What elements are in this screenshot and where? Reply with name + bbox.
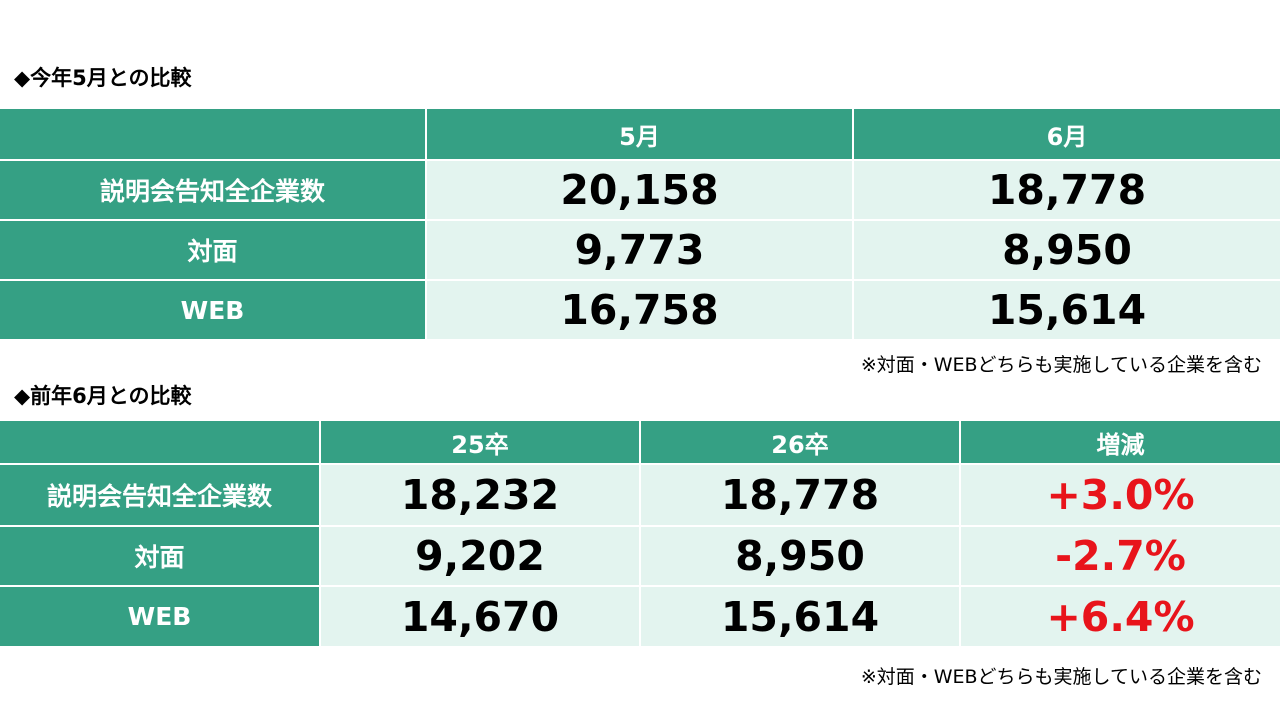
header-25-grad: 25卒 [320,421,641,465]
row-label: 対面 [0,526,321,587]
cell-value: 8,950 [853,220,1280,281]
yoy-comparison-table: 25卒 26卒 増減 説明会告知全企業数 18,232 18,778 +3.0%… [0,421,1280,646]
section2-title: ◆前年6月との比較 [14,384,192,408]
header-corner [0,421,321,465]
table-row: 対面 9,202 8,950 -2.7% [0,526,1280,587]
cell-value: 15,614 [640,586,961,646]
table-header-row: 5月 6月 [0,109,1280,161]
table-row: WEB 14,670 15,614 +6.4% [0,586,1280,646]
change-value: +6.4% [960,586,1280,646]
section1-footnote: ※対面・WEBどちらも実施している企業を含む [860,354,1262,376]
table-header-row: 25卒 26卒 増減 [0,421,1280,465]
cell-value: 18,778 [853,160,1280,221]
row-label: WEB [0,280,427,339]
may-comparison-table: 5月 6月 説明会告知全企業数 20,158 18,778 対面 9,773 8… [0,109,1280,339]
change-value: -2.7% [960,526,1280,587]
cell-value: 16,758 [426,280,854,339]
cell-value: 18,232 [320,464,641,527]
table-row: 説明会告知全企業数 18,232 18,778 +3.0% [0,464,1280,527]
header-26-grad: 26卒 [640,421,961,465]
row-label: WEB [0,586,321,646]
cell-value: 14,670 [320,586,641,646]
row-label: 説明会告知全企業数 [0,464,321,527]
change-value: +3.0% [960,464,1280,527]
header-change: 増減 [960,421,1280,465]
cell-value: 20,158 [426,160,854,221]
row-label: 説明会告知全企業数 [0,160,427,221]
cell-value: 18,778 [640,464,961,527]
section2-footnote: ※対面・WEBどちらも実施している企業を含む [860,666,1262,688]
row-label: 対面 [0,220,427,281]
table-row: 対面 9,773 8,950 [0,220,1280,281]
table-row: WEB 16,758 15,614 [0,280,1280,339]
header-june: 6月 [853,109,1280,161]
header-corner [0,109,427,161]
header-may: 5月 [426,109,854,161]
section1-title: ◆今年5月との比較 [14,66,192,90]
cell-value: 9,773 [426,220,854,281]
cell-value: 9,202 [320,526,641,587]
cell-value: 15,614 [853,280,1280,339]
cell-value: 8,950 [640,526,961,587]
table-row: 説明会告知全企業数 20,158 18,778 [0,160,1280,221]
